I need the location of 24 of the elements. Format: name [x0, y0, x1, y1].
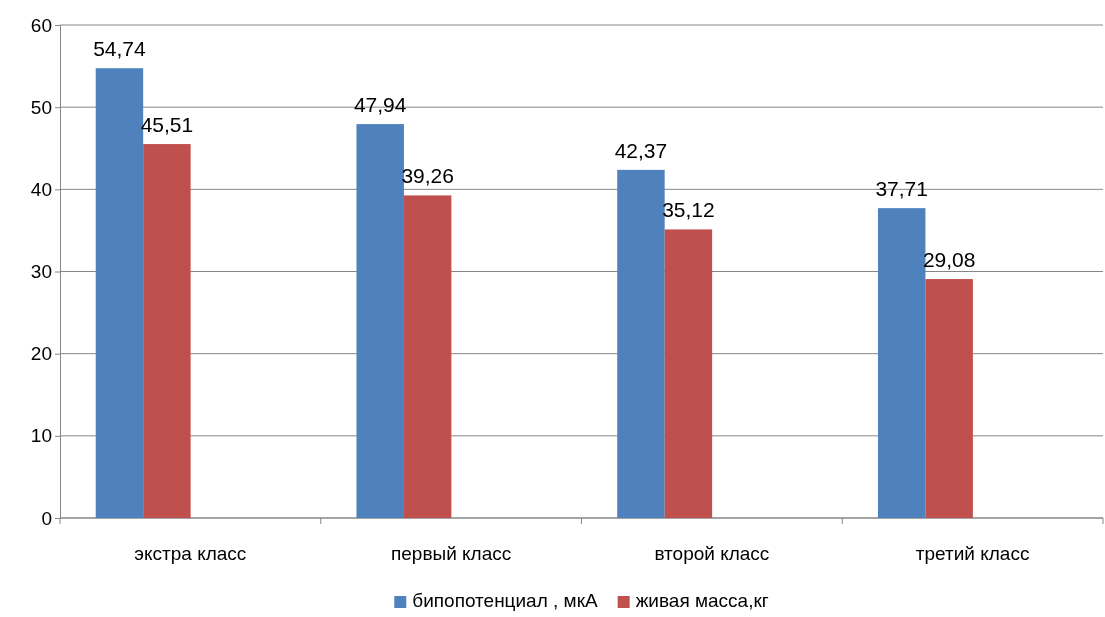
x-tick-label: первый класс — [391, 543, 512, 564]
data-label: 42,37 — [614, 138, 668, 162]
x-tick-label: третий класс — [915, 543, 1030, 564]
bar — [143, 144, 191, 518]
bar — [664, 229, 713, 518]
legend-label: бипопотенциал , мкА — [412, 590, 598, 611]
y-tick-label: 40 — [30, 178, 52, 200]
x-tick-label: экстра класс — [134, 543, 247, 564]
data-label: 37,71 — [875, 177, 928, 201]
bar — [925, 279, 973, 518]
y-tick-label: 30 — [30, 261, 52, 283]
y-tick-label: 60 — [30, 14, 52, 36]
x-tick-label: второй класс — [654, 543, 770, 564]
y-tick-label: 20 — [30, 343, 52, 365]
bar — [403, 195, 452, 518]
y-tick-label: 10 — [30, 425, 52, 447]
bar — [877, 208, 926, 518]
data-label: 54,74 — [93, 37, 147, 61]
y-tick-label: 0 — [41, 507, 52, 529]
y-tick-label: 50 — [30, 96, 52, 118]
data-label: 47,94 — [353, 93, 407, 117]
legend-label: живая масса,кг — [635, 590, 769, 611]
bar — [356, 124, 404, 518]
bar — [617, 169, 665, 518]
